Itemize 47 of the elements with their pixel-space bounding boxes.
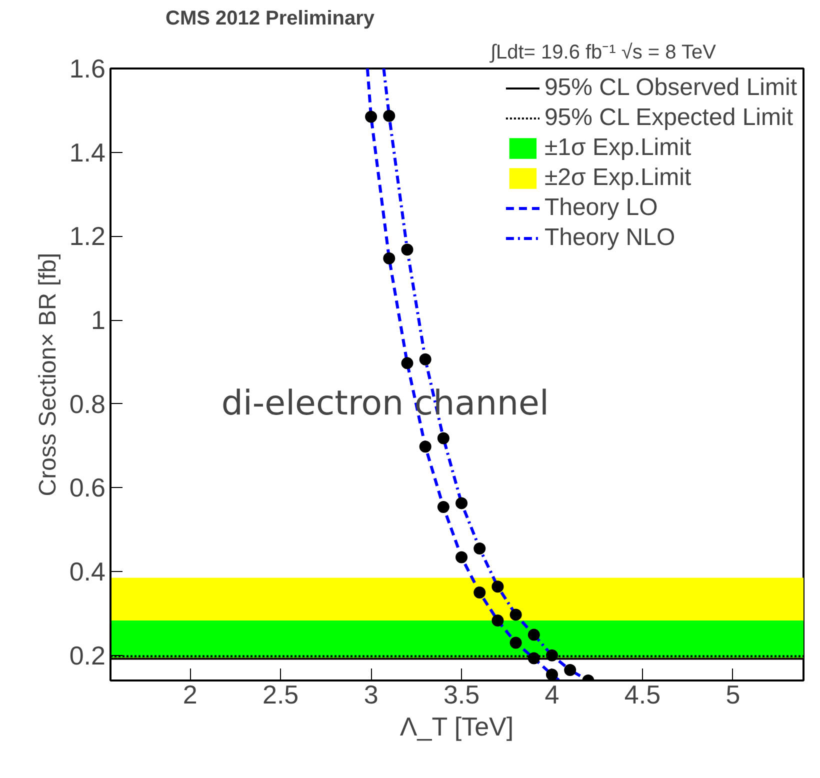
x-tick-label: 4 [544,680,560,710]
y-tick-label: 1.2 [69,221,106,252]
point [564,664,576,676]
chart-title: CMS 2012 Preliminary [166,8,376,30]
legend-label: 95% CL Expected Limit [544,104,794,132]
x-tick-label: 2.5 [262,680,299,710]
legend-label: ±1σ Exp.Limit [544,134,692,162]
x-tick-label: 3 [364,680,378,710]
point [456,551,468,564]
y-tick-label: 0.4 [69,556,106,587]
point [383,110,396,122]
point [419,440,432,453]
point [419,353,432,366]
annotation: di-electron channel [221,383,549,424]
point [474,586,486,598]
point [401,244,414,256]
point [546,649,558,662]
y-tick-label: 0.8 [69,388,106,419]
point [492,580,504,593]
point [492,614,504,627]
legend-label: 95% CL Observed Limit [544,74,797,102]
point [437,500,450,513]
x-tick-label: 2 [182,680,198,710]
y-tick-label: 0.2 [69,640,106,670]
y-tick-label: 1 [91,305,106,336]
point [365,110,378,123]
y-tick-label: 1.6 [69,54,106,84]
legend-label: Theory NLO [544,224,676,252]
point [383,252,396,264]
point [456,497,468,510]
x-tick-label: 3.5 [443,680,480,710]
x-tick-label: 4.5 [624,680,661,710]
point [528,652,540,664]
chart-subtitle: ∫Ldt= 19.6 fb⁻¹ √s = 8 TeV [490,42,717,64]
y-tick-label: 0.6 [69,472,106,503]
x-tick-label: 5 [726,680,740,710]
y-axis-title: Cross Section× BR [fb] [34,252,62,496]
point [474,542,486,554]
point [510,636,522,649]
point [401,357,414,370]
point [437,432,450,444]
x-axis-title: Λ_T [TeV] [400,712,514,742]
y-tick-label: 1.4 [69,137,106,168]
point [510,608,522,621]
point [528,628,540,641]
legend-label: ±2σ Exp.Limit [544,164,692,192]
legend-label: Theory LO [544,194,658,222]
